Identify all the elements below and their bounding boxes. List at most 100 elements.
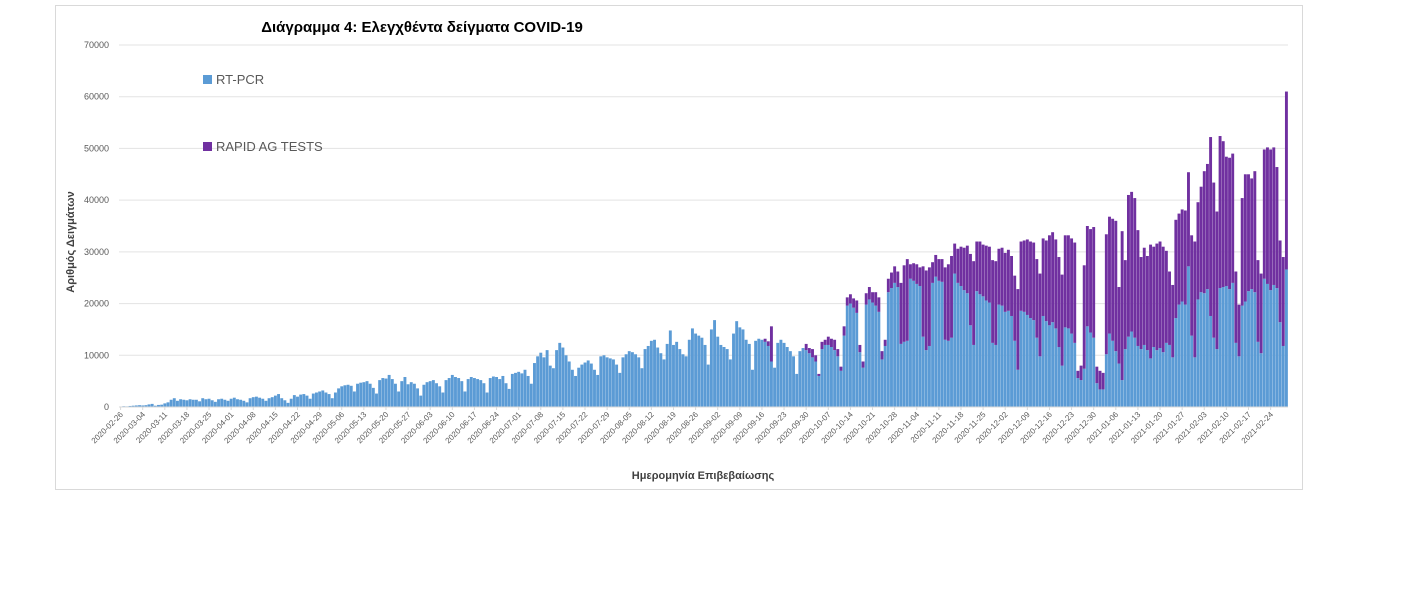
bar-rapid-ag: [1180, 209, 1184, 302]
bar-rtpcr: [1259, 353, 1263, 407]
bar-rtpcr: [678, 349, 682, 407]
bar-rtpcr: [150, 403, 154, 407]
x-axis-label: Ημερομηνία Επιβεβαίωσης: [632, 470, 775, 482]
bar-rapid-ag: [893, 266, 897, 283]
bar-rtpcr: [476, 379, 480, 407]
bar-rtpcr: [318, 391, 322, 407]
bar-rtpcr: [773, 367, 777, 407]
bar-rapid-ag: [1003, 252, 1007, 312]
bar-rapid-ag: [1161, 246, 1165, 353]
bar-rtpcr: [1025, 314, 1029, 407]
legend: RT-PCR RAPID AG TESTS: [203, 72, 323, 154]
bar-rtpcr: [1010, 315, 1014, 407]
bar-rapid-ag: [962, 247, 966, 291]
bar-rtpcr: [280, 398, 284, 407]
bar-rtpcr: [1035, 337, 1039, 407]
bar-rtpcr: [624, 354, 628, 407]
bar-rtpcr: [1029, 318, 1032, 407]
bar-rtpcr: [201, 398, 205, 407]
bar-rtpcr: [258, 397, 262, 407]
bar-rtpcr: [668, 330, 672, 407]
bar-rtpcr: [725, 349, 729, 407]
bar-rapid-ag: [1250, 178, 1254, 290]
bar-rtpcr: [981, 296, 985, 407]
bar-rtpcr: [1256, 341, 1260, 407]
bar-rtpcr: [634, 354, 638, 407]
bar-rtpcr: [1044, 321, 1048, 407]
bar-rapid-ag: [972, 261, 976, 345]
bar-rapid-ag: [1228, 157, 1232, 290]
bar-rtpcr: [191, 399, 195, 407]
bar-rtpcr: [864, 304, 868, 407]
bar-rapid-ag: [1193, 241, 1197, 358]
bar-rtpcr: [817, 375, 821, 407]
bar-rapid-ag: [1136, 230, 1140, 346]
bar-rapid-ag: [902, 265, 906, 342]
bar-rtpcr: [763, 341, 767, 407]
bar-rtpcr: [596, 374, 600, 407]
bar-rtpcr: [883, 345, 887, 407]
bar-rtpcr: [542, 357, 546, 407]
bar-rtpcr: [431, 380, 435, 407]
bar-rtpcr: [908, 278, 912, 407]
bar-rapid-ag: [1000, 247, 1004, 306]
bar-rtpcr: [289, 398, 293, 407]
bar-rapid-ag: [817, 373, 821, 376]
bar-rtpcr: [1275, 288, 1279, 407]
bar-rtpcr: [172, 398, 176, 407]
bar-rapid-ag: [1275, 167, 1279, 289]
bar-rtpcr: [375, 393, 378, 407]
bar-rapid-ag: [1164, 250, 1168, 343]
bar-rapid-ag: [1054, 239, 1058, 329]
bar-rtpcr: [656, 347, 660, 407]
bar-rtpcr: [384, 378, 388, 407]
bar-rtpcr: [893, 282, 897, 407]
bar-rtpcr: [251, 397, 255, 407]
bar-rapid-ag: [1063, 235, 1067, 328]
bar-rapid-ag: [1212, 182, 1216, 338]
bar-rtpcr: [732, 333, 735, 407]
bar-rapid-ag: [836, 349, 840, 357]
bar-rapid-ag: [997, 248, 1001, 305]
bar-rtpcr: [454, 377, 457, 407]
bar-rtpcr: [204, 399, 208, 407]
bar-rtpcr: [1051, 322, 1055, 407]
bar-rtpcr: [551, 368, 555, 407]
bar-rapid-ag: [807, 348, 811, 354]
bars: [119, 91, 1288, 407]
bar-rtpcr: [305, 395, 309, 407]
bar-rtpcr: [1193, 357, 1197, 407]
bar-rtpcr: [722, 347, 726, 407]
bar-rapid-ag: [890, 272, 893, 289]
chart-frame: Διάγραμμα 4: Ελεγχθέντα δείγματα COVID-1…: [55, 5, 1303, 490]
bar-rapid-ag: [1256, 260, 1260, 342]
bar-rtpcr: [1016, 369, 1020, 407]
bar-rtpcr: [365, 381, 369, 407]
bar-rapid-ag: [804, 343, 808, 351]
bar-rtpcr: [498, 379, 502, 407]
bar-rtpcr: [1073, 342, 1077, 407]
bar-rtpcr: [435, 383, 438, 407]
bar-rtpcr: [352, 391, 356, 407]
bar-rtpcr: [555, 350, 559, 407]
bar-rtpcr: [593, 369, 596, 407]
bar-rapid-ag: [1133, 198, 1137, 338]
bar-rtpcr: [286, 402, 290, 407]
bar-rapid-ag: [1048, 235, 1051, 326]
bar-rapid-ag: [1183, 210, 1187, 305]
bar-rtpcr: [144, 405, 148, 407]
bar-rtpcr: [965, 293, 969, 407]
bar-rapid-ag: [1149, 244, 1153, 359]
bar-rapid-ag: [830, 338, 833, 348]
bar-rtpcr: [943, 339, 947, 407]
bar-rapid-ag: [1035, 259, 1039, 338]
bar-rapid-ag: [814, 355, 818, 362]
bar-rtpcr: [327, 394, 331, 407]
bar-rtpcr: [220, 398, 224, 407]
bar-rapid-ag: [1278, 240, 1282, 323]
bar-rtpcr: [792, 356, 795, 407]
bar-rtpcr: [675, 341, 679, 407]
bar-rtpcr: [1076, 378, 1080, 407]
bar-rtpcr: [153, 405, 157, 407]
bar-rtpcr: [311, 393, 315, 407]
